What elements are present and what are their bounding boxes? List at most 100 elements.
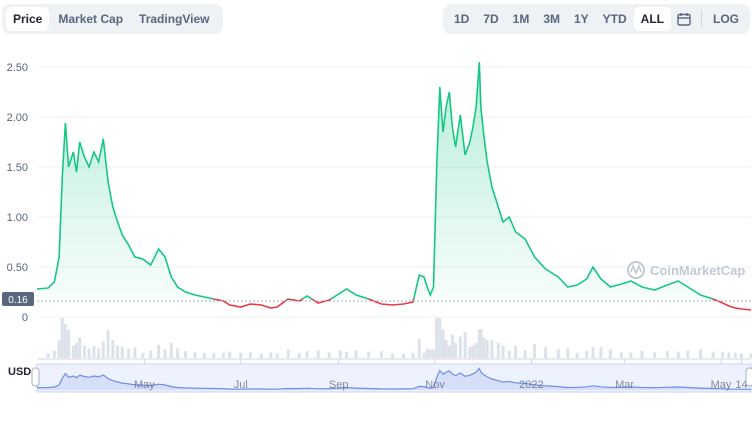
volume-bar	[665, 351, 669, 358]
volume-bar	[417, 339, 421, 359]
volume-bar	[390, 353, 394, 359]
volume-bar	[193, 352, 197, 359]
navigator-tick-label: 14	[735, 379, 747, 391]
volume-bar	[60, 318, 64, 358]
navigator-tick-label: May	[711, 379, 732, 391]
volume-bar	[111, 340, 115, 358]
volume-bar	[485, 340, 489, 358]
volume-bar	[733, 352, 737, 358]
range-1d[interactable]: 1D	[453, 12, 470, 26]
volume-bar	[379, 351, 383, 358]
volume-bar	[479, 329, 483, 358]
volume-bar	[354, 350, 358, 358]
volume-bar	[435, 318, 439, 358]
range-navigator[interactable]: May Jul Sep Nov 2022 Mar May 14	[31, 363, 752, 393]
volume-bar	[411, 352, 415, 358]
volume-bar	[97, 348, 101, 358]
navigator-tick-label: 2022	[519, 379, 543, 391]
volume-bar	[67, 329, 71, 358]
volume-bar	[740, 353, 743, 358]
y-tick-label: 2.50	[7, 62, 28, 74]
chart-type-tabs: Price Market Cap TradingView	[2, 4, 223, 34]
volume-bar	[447, 345, 451, 358]
volume-bar	[676, 351, 680, 358]
volume-bar	[228, 351, 232, 358]
volume-bar	[127, 348, 131, 358]
volume-bar	[141, 352, 145, 358]
navigator-ticks: May Jul Sep Nov 2022 Mar May 14	[134, 379, 748, 391]
range-1m[interactable]: 1M	[512, 12, 530, 26]
tab-price[interactable]: Price	[6, 7, 50, 31]
navigator-line	[36, 367, 752, 390]
log-scale-toggle[interactable]: LOG	[713, 12, 739, 26]
volume-bar	[428, 349, 432, 358]
volume-bar	[133, 347, 137, 358]
range-ytd[interactable]: YTD	[602, 12, 627, 26]
volume-bar	[212, 352, 216, 358]
volume-bar	[163, 349, 167, 358]
y-axis-ticks: 0 0.50 1.00 1.50 2.00 2.50	[7, 62, 28, 324]
volume-bar	[432, 349, 435, 358]
volume-bar	[556, 349, 560, 358]
volume-bar	[297, 352, 301, 358]
volume-bar	[202, 352, 206, 358]
volume-bar	[653, 352, 657, 358]
watermark-text: CoinMarketCap	[650, 263, 745, 278]
volume-bar	[63, 324, 67, 358]
tab-market-cap[interactable]: Market Cap	[58, 12, 124, 26]
volume-bar	[259, 353, 263, 359]
volume-bar	[275, 353, 279, 359]
volume-bar	[749, 353, 752, 358]
volume-bar	[441, 329, 445, 358]
volume-bar	[575, 352, 579, 358]
calendar-icon-glyph	[677, 13, 691, 26]
volume-bar	[184, 351, 187, 358]
navigator-tick-label: Mar	[615, 379, 634, 391]
volume-bar	[327, 352, 331, 359]
baseline-label: 0.16	[2, 292, 34, 306]
navigator-left-handle[interactable]	[31, 367, 40, 387]
volume-bar	[149, 350, 153, 358]
volume-bar	[444, 340, 448, 358]
volume-bar	[699, 349, 702, 358]
navigator-tick-label: Nov	[425, 379, 445, 391]
volume-bar	[463, 331, 467, 358]
navigator-tick-label: May	[134, 379, 155, 391]
currency-label: USD	[8, 366, 31, 378]
navigator-tick-label: Sep	[329, 379, 349, 391]
volume-bar	[92, 345, 96, 358]
volume-bar	[468, 346, 472, 358]
volume-bar	[248, 352, 252, 359]
volume-bar	[116, 345, 120, 358]
navigator-area	[37, 368, 751, 390]
volume-bar	[640, 350, 644, 358]
volume-bar	[629, 352, 633, 358]
tab-tradingview[interactable]: TradingView	[139, 12, 210, 26]
volume-bar	[599, 347, 603, 358]
volume-bar	[286, 349, 290, 358]
volume-bar	[425, 348, 429, 358]
calendar-icon[interactable]	[671, 7, 697, 31]
navigator-right-handle[interactable]	[745, 367, 752, 387]
range-1y[interactable]: 1Y	[573, 12, 589, 26]
time-range-selector: 1D 7D 1M 3M 1Y YTD ALL LOG	[442, 4, 750, 34]
volume-bar	[239, 352, 243, 358]
y-tick-label: 0.50	[7, 262, 28, 274]
range-7d[interactable]: 7D	[483, 12, 499, 26]
volume-bar	[591, 347, 595, 358]
volume-bar	[450, 334, 454, 358]
volume-bar	[169, 342, 173, 358]
price-line-above-baseline	[36, 61, 716, 299]
volume-bar	[438, 318, 442, 358]
volume-bar	[490, 340, 494, 358]
volume-bar	[75, 342, 78, 358]
range-all[interactable]: ALL	[633, 7, 671, 31]
range-3m[interactable]: 3M	[543, 12, 560, 26]
volume-bar	[507, 351, 511, 358]
volume-bar	[106, 330, 110, 358]
volume-bar	[57, 340, 61, 358]
volume-bar	[477, 329, 481, 358]
volume-bar	[345, 351, 349, 358]
volume-bar	[402, 353, 405, 359]
